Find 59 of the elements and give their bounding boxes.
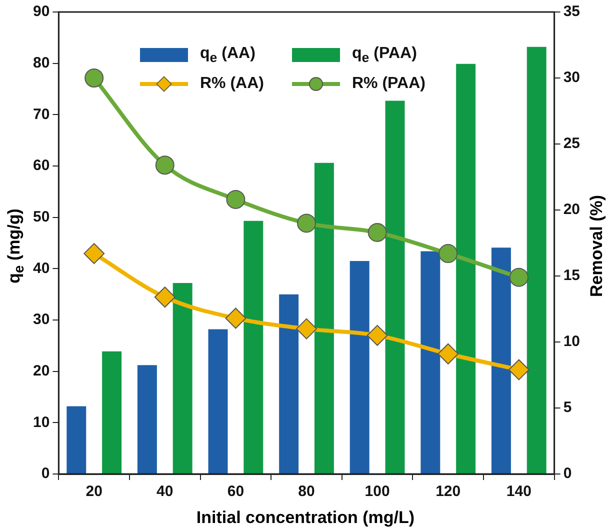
y-tick-label: 80	[32, 54, 50, 72]
legend-label: q$_{e}$ (PAA)	[352, 45, 417, 66]
point	[155, 156, 174, 175]
y-tick-label: 60	[32, 157, 50, 174]
point	[296, 318, 317, 340]
bar	[137, 365, 157, 474]
legend-label: q$_{e}$ (AA)	[200, 45, 256, 66]
y2-tick-label: 25	[563, 135, 580, 152]
y2-tick-label: 0	[563, 465, 572, 482]
y2-tick-label: 30	[563, 69, 580, 86]
bar	[102, 351, 122, 474]
y-tick-label: 70	[32, 106, 50, 123]
point	[297, 214, 316, 233]
legend-label: R% (AA)	[200, 75, 264, 94]
bar	[420, 251, 440, 474]
x-tick-label: 120	[436, 483, 461, 500]
y-tick-label: 20	[32, 362, 50, 380]
y2-tick-label: 10	[563, 333, 580, 350]
point	[509, 268, 528, 287]
point	[508, 359, 530, 380]
y-tick-label: 50	[32, 208, 50, 226]
x-tick-label: 60	[227, 483, 244, 500]
bar	[456, 64, 476, 474]
y2-axis-title: Removal (%)	[587, 194, 607, 298]
y2-tick-label: 20	[563, 201, 580, 218]
y-tick-label: 90	[32, 3, 50, 20]
point	[366, 324, 388, 346]
bar	[314, 162, 334, 474]
point	[226, 190, 246, 209]
x-tick-label: 140	[506, 483, 532, 500]
point	[438, 343, 459, 364]
bar	[172, 283, 192, 474]
point	[368, 222, 387, 242]
bar	[491, 248, 511, 474]
bar	[350, 260, 370, 474]
bar	[66, 406, 86, 474]
y2-tick-label: 35	[563, 3, 580, 20]
x-tick-label: 100	[364, 483, 390, 500]
y2-tick-label: 15	[563, 267, 580, 284]
point	[225, 308, 246, 329]
bar	[526, 46, 546, 474]
x-axis-title: Initial concentration (mg/L)	[195, 508, 416, 528]
y2-tick-label: 5	[563, 399, 572, 416]
point	[84, 243, 105, 264]
y-tick-label: 10	[32, 414, 50, 431]
point	[438, 244, 458, 264]
x-tick-label: 40	[156, 483, 174, 500]
y-tick-label: 0	[41, 465, 50, 482]
x-tick-label: 80	[298, 483, 315, 500]
y-tick-label: 30	[32, 311, 50, 328]
x-tick-label: 20	[86, 483, 102, 500]
y-tick-label: 40	[32, 260, 50, 277]
bar	[279, 294, 299, 474]
bar	[385, 100, 405, 474]
point	[154, 286, 176, 308]
bar	[208, 329, 228, 474]
point	[84, 68, 104, 88]
legend-label: R% (PAA)	[352, 75, 426, 94]
bar	[244, 220, 264, 474]
